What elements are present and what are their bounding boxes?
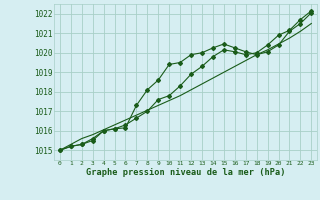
X-axis label: Graphe pression niveau de la mer (hPa): Graphe pression niveau de la mer (hPa) — [86, 168, 285, 177]
